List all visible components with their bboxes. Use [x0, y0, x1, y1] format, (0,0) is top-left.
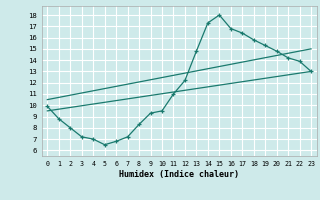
- X-axis label: Humidex (Indice chaleur): Humidex (Indice chaleur): [119, 170, 239, 179]
